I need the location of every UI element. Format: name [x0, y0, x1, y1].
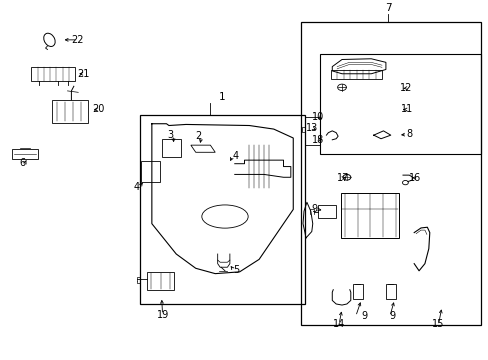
Text: 2: 2 — [195, 131, 202, 141]
Bar — [161, 139, 181, 157]
Bar — [147, 272, 173, 290]
Bar — [320, 54, 480, 154]
Text: 4: 4 — [133, 182, 139, 192]
Text: 14: 14 — [332, 319, 345, 329]
Text: 22: 22 — [71, 35, 83, 45]
Text: 7: 7 — [384, 3, 391, 13]
Text: 1: 1 — [219, 92, 225, 102]
Text: 3: 3 — [167, 130, 173, 140]
Text: 20: 20 — [92, 104, 104, 114]
Bar — [141, 161, 159, 181]
Bar — [330, 70, 382, 79]
Text: 16: 16 — [408, 173, 420, 183]
Bar — [385, 284, 395, 300]
Text: 17: 17 — [336, 173, 349, 183]
Text: 4: 4 — [232, 151, 238, 161]
Text: 19: 19 — [157, 310, 169, 320]
Bar — [352, 284, 362, 300]
Text: 21: 21 — [78, 69, 90, 79]
Text: 10: 10 — [311, 112, 324, 122]
Bar — [317, 205, 335, 218]
Text: 12: 12 — [400, 83, 412, 93]
Bar — [300, 22, 480, 325]
Bar — [305, 117, 320, 145]
Text: 9: 9 — [361, 311, 367, 321]
Text: 6: 6 — [19, 158, 25, 168]
Text: 13: 13 — [306, 123, 318, 133]
Bar — [52, 100, 88, 123]
Text: 8: 8 — [406, 130, 412, 139]
Text: 9: 9 — [389, 311, 395, 321]
Bar — [340, 193, 398, 238]
Bar — [31, 67, 75, 81]
Text: 5: 5 — [233, 265, 239, 275]
Bar — [12, 149, 38, 159]
Text: 18: 18 — [311, 135, 324, 145]
Text: 15: 15 — [431, 319, 444, 329]
Text: 9: 9 — [311, 204, 317, 215]
Text: 11: 11 — [400, 104, 412, 114]
Bar — [140, 115, 305, 304]
